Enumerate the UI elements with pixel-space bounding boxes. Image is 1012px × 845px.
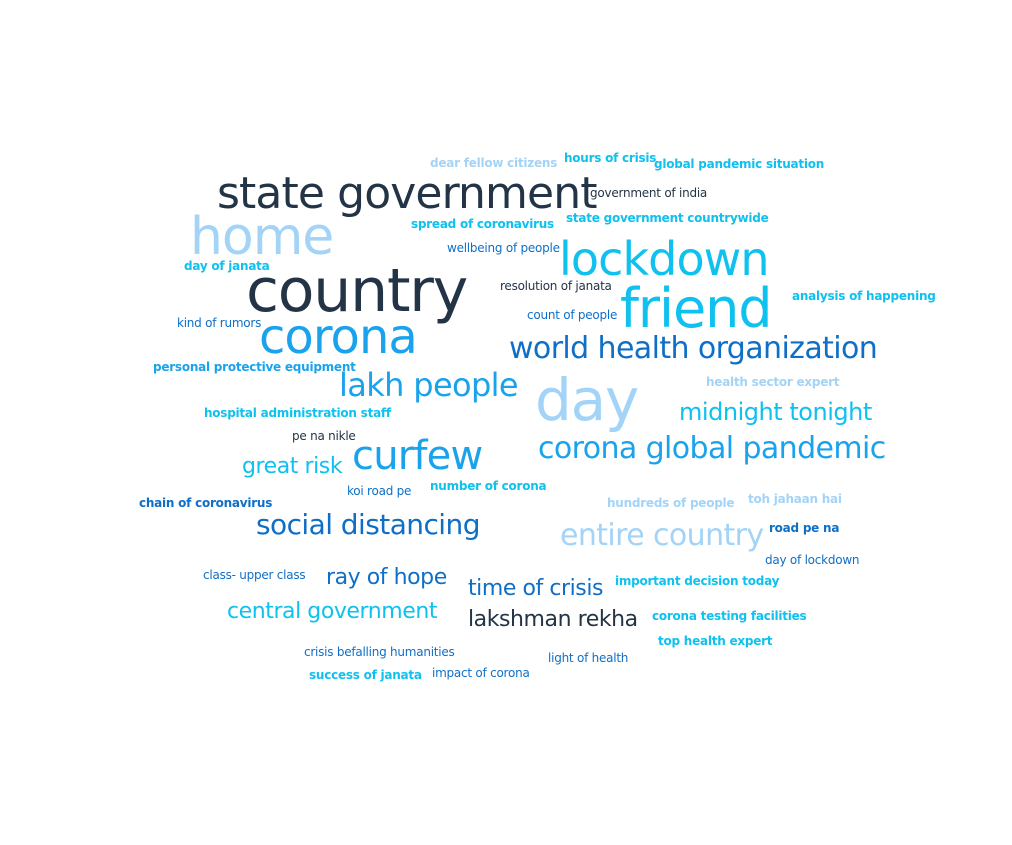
word-pe-na-nikle: pe na nikle: [292, 428, 356, 443]
word-hospital-administration-staff: hospital administration staff: [204, 405, 391, 420]
word-entire-country: entire country: [560, 517, 764, 553]
word-class-upper-class: class- upper class: [203, 567, 306, 582]
word-toh-jahaan-hai: toh jahaan hai: [748, 491, 842, 506]
word-government-of-india: government of india: [590, 185, 708, 200]
word-spread-of-coronavirus: spread of coronavirus: [411, 216, 554, 231]
word-personal-protective-equipment: personal protective equipment: [153, 359, 356, 374]
word-corona-testing-facilities: corona testing facilities: [652, 608, 807, 623]
word-number-of-corona: number of corona: [430, 478, 547, 493]
word-social-distancing: social distancing: [256, 508, 480, 542]
word-day-of-janata: day of janata: [184, 258, 270, 273]
word-hours-of-crisis: hours of crisis: [564, 150, 657, 165]
word-koi-road-pe: koi road pe: [347, 483, 412, 498]
word-corona: corona: [259, 308, 418, 365]
word-global-pandemic-situation: global pandemic situation: [654, 156, 825, 171]
word-time-of-crisis: time of crisis: [468, 575, 604, 601]
word-central-government: central government: [227, 598, 438, 624]
word-home: home: [190, 207, 334, 268]
word-success-of-janata: success of janata: [309, 667, 422, 682]
word-day-of-lockdown: day of lockdown: [765, 552, 860, 567]
word-world-health-organization: world health organization: [509, 330, 878, 366]
word-curfew: curfew: [352, 432, 483, 479]
word-hundreds-of-people: hundreds of people: [607, 495, 735, 510]
word-count-of-people: count of people: [527, 307, 618, 322]
word-resolution-of-janata: resolution of janata: [500, 278, 612, 293]
word-wellbeing-of-people: wellbeing of people: [447, 240, 560, 255]
word-health-sector-expert: health sector expert: [706, 374, 840, 389]
word-kind-of-rumors: kind of rumors: [177, 315, 262, 330]
word-important-decision-today: important decision today: [615, 573, 780, 588]
word-dear-fellow-citizens: dear fellow citizens: [430, 155, 558, 170]
word-great-risk: great risk: [242, 453, 343, 479]
word-state-government-countrywide: state government countrywide: [566, 210, 769, 225]
word-lockdown: lockdown: [559, 232, 770, 287]
word-midnight-tonight: midnight tonight: [679, 398, 872, 427]
word-impact-of-corona: impact of corona: [432, 665, 530, 680]
word-corona-global-pandemic: corona global pandemic: [538, 430, 886, 466]
word-lakh-people: lakh people: [339, 366, 519, 405]
word-chain-of-coronavirus: chain of coronavirus: [139, 495, 273, 510]
word-road-pe-na: road pe na: [769, 520, 840, 535]
word-friend: friend: [620, 276, 773, 340]
word-ray-of-hope: ray of hope: [326, 564, 447, 590]
word-crisis-befalling-humanities: crisis befalling humanities: [304, 644, 455, 659]
word-lakshman-rekha: lakshman rekha: [468, 606, 638, 632]
word-country: country: [246, 256, 468, 327]
word-top-health-expert: top health expert: [658, 633, 773, 648]
word-state-government: state government: [217, 167, 597, 219]
word-day: day: [535, 365, 639, 434]
word-analysis-of-happening: analysis of happening: [792, 288, 936, 303]
word-light-of-health: light of health: [548, 650, 629, 665]
